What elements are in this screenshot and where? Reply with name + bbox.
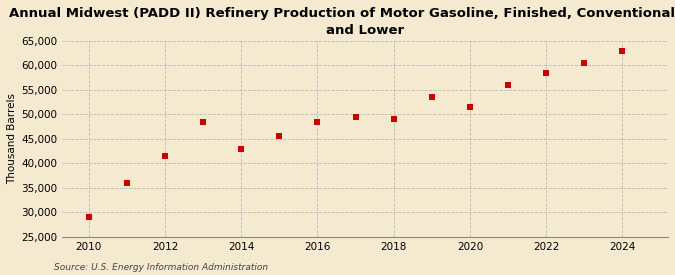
- Point: [274, 134, 285, 139]
- Point: [578, 61, 589, 65]
- Point: [159, 154, 170, 158]
- Point: [427, 95, 437, 99]
- Text: Source: U.S. Energy Information Administration: Source: U.S. Energy Information Administ…: [54, 263, 268, 272]
- Y-axis label: Thousand Barrels: Thousand Barrels: [7, 93, 17, 184]
- Point: [617, 48, 628, 53]
- Point: [198, 119, 209, 124]
- Point: [503, 83, 514, 87]
- Point: [464, 105, 475, 109]
- Point: [122, 181, 132, 185]
- Point: [388, 117, 399, 121]
- Point: [541, 70, 551, 75]
- Title: Annual Midwest (PADD II) Refinery Production of Motor Gasoline, Finished, Conven: Annual Midwest (PADD II) Refinery Produc…: [9, 7, 675, 37]
- Point: [312, 119, 323, 124]
- Point: [236, 146, 246, 151]
- Point: [84, 215, 95, 219]
- Point: [350, 115, 361, 119]
